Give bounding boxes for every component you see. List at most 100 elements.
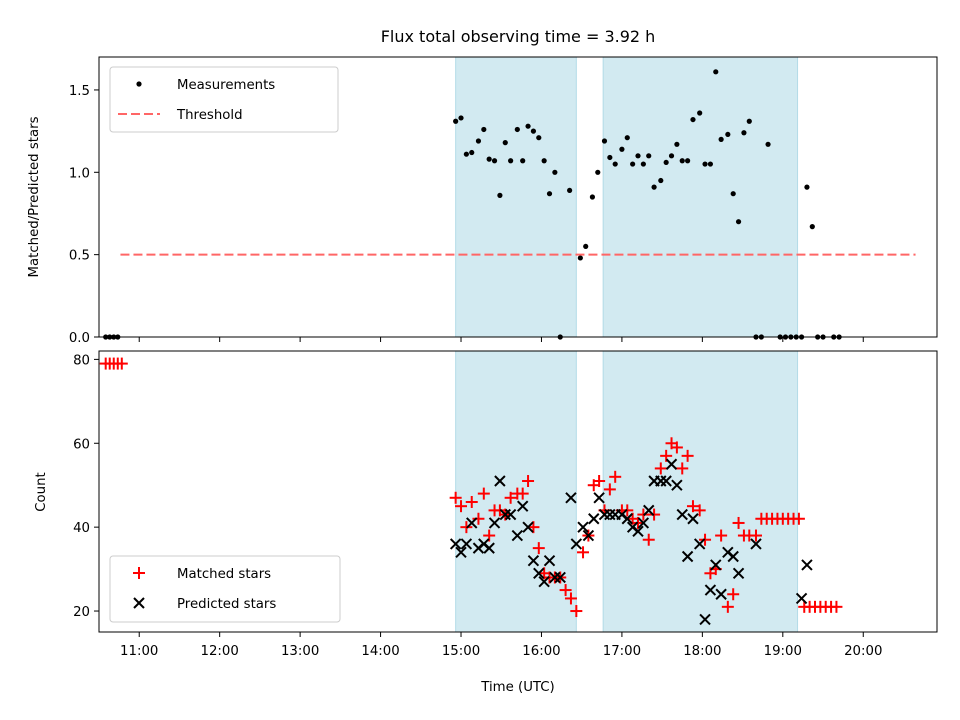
top-panel-legend: Measurements Threshold [109,66,339,133]
x-axis-label: Time (UTC) [480,680,555,695]
legend-matched-label: Matched stars [177,567,271,582]
predicted-stars-point [565,492,577,504]
measurements-point [658,177,664,184]
x-tick-label: 17:00 [603,644,641,659]
measurements-point [589,194,596,200]
measurements-point [469,149,475,156]
measurements-point [741,130,747,136]
predicted-stars-point [527,554,540,567]
predicted-stars-point [687,513,699,525]
predicted-stars-point [715,588,727,600]
predicted-stars-point [699,613,711,626]
measurements-point [646,153,652,159]
matched-stars-point [465,495,478,508]
measurements-point [497,192,503,198]
predicted-stars-point [637,517,650,529]
x-tick-label: 18:00 [683,644,721,659]
bottom-panel-series [99,357,843,626]
matched-stars-point [472,512,485,525]
bottom-panel-frame [98,350,938,633]
measurements-point [619,146,625,152]
measurements-point [730,191,736,197]
predicted-stars-point [455,546,467,559]
measurements-point [595,169,601,175]
predicted-stars-point [671,479,683,491]
predicted-stars-point [727,550,739,563]
measurements-point [475,138,482,144]
matched-stars-point [676,462,689,475]
legend-predicted-marker [133,597,145,609]
measurements-point [514,126,520,133]
y-tick-label: 0.0 [69,331,90,346]
measurements-point [508,158,514,164]
measurements-point [530,128,537,134]
y-tick-label: 80 [73,353,90,368]
measurements-point [765,141,771,147]
matched-stars-point [449,491,462,504]
matched-stars-point [532,542,545,555]
y-tick-label: 20 [73,605,90,620]
measurements-point [651,184,657,190]
matched-stars-point [603,483,616,496]
legend-matched-marker [133,567,145,579]
matched-stars-point [577,546,590,559]
measurements-point [458,115,464,121]
y-tick-label: 40 [73,521,90,536]
measurements-point [640,161,646,167]
predicted-stars-point [488,517,501,529]
predicted-stars-point [522,521,534,533]
predicted-stars-point [665,458,678,470]
matched-stars-point [686,500,699,513]
predicted-stars-point [577,521,589,533]
bottom-panel-x-ticks: 11:00 12:00 13:00 14:00 15:00 16:00 17:00 18:00… [120,632,882,659]
top-legend-box [109,66,339,133]
predicted-stars-point [511,529,524,542]
matched-stars-point [792,512,805,525]
matched-stars-point [749,529,762,542]
chart-title: Flux total observing time = 3.92 h [381,27,656,46]
matched-stars-point [670,441,683,454]
y-tick-label: 1.5 [69,84,90,99]
predicted-stars-point [538,575,550,588]
measurements-point [668,153,675,159]
matched-stars-point [732,516,745,529]
matched-stars-point [477,487,490,500]
measurements-point [453,118,459,124]
measurements-point [541,158,547,164]
legend-measurements-label: Measurements [177,78,275,93]
matched-stars-point [564,592,577,605]
matched-stars-point [504,491,517,504]
y-tick-label: 0.5 [69,249,90,264]
measurements-point [624,135,630,141]
matched-stars-point [115,357,128,370]
matched-stars-point [609,470,622,483]
measurements-point [735,219,742,225]
legend-threshold-label: Threshold [176,108,243,123]
matched-stars-point [559,584,572,597]
x-tick-label: 11:00 [120,644,158,659]
top-panel: 0.0 0.5 1.0 1.5 Matched/Predicted stars Mea… [27,56,938,346]
top-panel-shaded-intervals [455,56,799,338]
legend-predicted-label: Predicted stars [177,597,276,612]
top-panel-y-ticks: 0.0 0.5 1.0 1.5 [69,84,99,346]
top-panel-x-ticks [138,337,864,342]
bottom-panel-shaded-intervals [455,350,799,633]
measurements-point [491,158,498,164]
measurements-point [702,161,708,167]
predicted-stars-point [801,559,813,571]
shaded-interval-2 [602,56,799,338]
matched-stars-point [593,475,606,488]
predicted-stars-point [570,538,583,550]
measurements-point [502,140,508,146]
measurements-point [607,154,613,161]
predicted-stars-point [660,475,672,487]
measurements-point [536,135,542,141]
measurements-point [567,187,573,194]
x-tick-label: 12:00 [201,644,239,659]
measurements-point [809,224,815,230]
predicted-stars-point [494,475,506,487]
matched-stars-point [693,504,706,517]
measurements-point [552,169,558,175]
